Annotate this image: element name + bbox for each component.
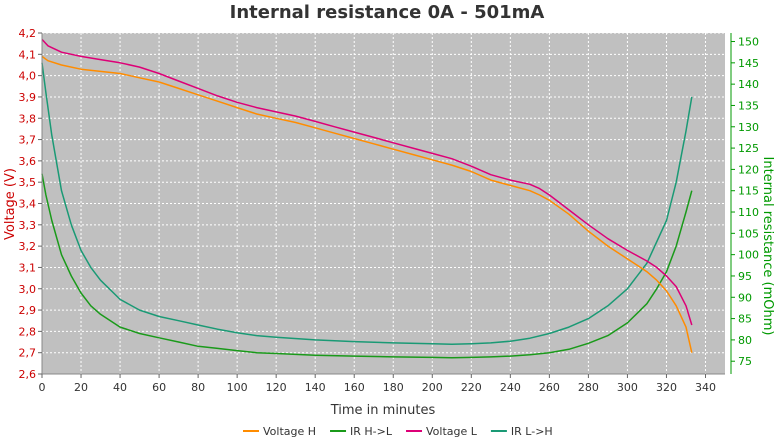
left-tick-label: 3,6 [19, 155, 37, 168]
legend: Voltage H IR H->L Voltage L IR L->H [243, 425, 553, 438]
series-layer [41, 38, 693, 359]
right-tick-label: 135 [738, 99, 759, 112]
x-tick-label: 260 [539, 381, 560, 394]
x-tick-label: 240 [500, 381, 521, 394]
left-tick-label: 2,8 [19, 325, 37, 338]
left-tick-labels: 2,6 2,7 2,8 2,9 3,0 3,1 3,2 3,3 3,4 3,5 3,6 3,7 3,8 3… [19, 27, 42, 381]
right-tick-labels: 75 80 85 90 95 100 105 110 115 120 125 130 135 140 145… [731, 36, 759, 368]
left-tick-label: 3,0 [19, 283, 37, 296]
x-tick-label: 100 [227, 381, 248, 394]
left-tick-label: 2,9 [19, 304, 37, 317]
left-tick-label: 2,6 [19, 368, 37, 381]
grid [41, 32, 725, 375]
left-tick-label: 3,7 [19, 134, 37, 147]
right-tick-label: 110 [738, 206, 759, 219]
right-tick-label: 80 [738, 334, 752, 347]
right-tick-label: 85 [738, 313, 752, 326]
legend-label-voltage-h: Voltage H [263, 425, 316, 438]
right-tick-label: 120 [738, 163, 759, 176]
right-tick-label: 95 [738, 270, 752, 283]
right-tick-label: 125 [738, 142, 759, 155]
left-axis-title: Voltage (V) [3, 168, 18, 240]
x-axis-title: Time in minutes [330, 403, 436, 418]
x-tick-label: 180 [383, 381, 404, 394]
x-tick-label: 200 [422, 381, 443, 394]
x-tick-label: 20 [74, 381, 88, 394]
right-tick-label: 150 [738, 36, 759, 49]
left-tick-label: 3,8 [19, 112, 37, 125]
series-line-voltage-h [41, 55, 693, 353]
left-tick-label: 3,1 [19, 261, 37, 274]
x-tick-label: 280 [578, 381, 599, 394]
left-tick-label: 4,2 [19, 27, 37, 40]
left-tick-label: 3,5 [19, 176, 37, 189]
x-tick-label: 120 [266, 381, 287, 394]
left-tick-label: 3,4 [19, 198, 37, 211]
chart-title: Internal resistance 0A - 501mA [230, 2, 545, 23]
x-tick-label: 80 [191, 381, 205, 394]
left-tick-label: 4,1 [19, 48, 37, 61]
right-tick-label: 90 [738, 291, 752, 304]
right-tick-label: 115 [738, 185, 759, 198]
x-tick-label: 220 [461, 381, 482, 394]
x-tick-label: 340 [695, 381, 716, 394]
right-axis-title: Internal resistance (mOhm) [760, 157, 774, 336]
x-tick-label: 300 [617, 381, 638, 394]
right-tick-label: 75 [738, 355, 752, 368]
left-tick-label: 4,0 [19, 70, 37, 83]
left-tick-label: 3,3 [19, 219, 37, 232]
legend-label-ir-h-l: IR H->L [350, 425, 393, 438]
series-line-ir-h-l [41, 173, 693, 359]
right-tick-label: 140 [738, 78, 759, 91]
right-tick-label: 100 [738, 249, 759, 262]
legend-label-ir-l-h: IR L->H [511, 425, 553, 438]
left-tick-label: 3,9 [19, 91, 37, 104]
right-tick-label: 130 [738, 121, 759, 134]
left-tick-label: 3,2 [19, 240, 37, 253]
series-line-voltage-l [41, 38, 693, 326]
x-tick-label: 60 [152, 381, 166, 394]
x-tick-label: 160 [344, 381, 365, 394]
legend-label-voltage-l: Voltage L [426, 425, 478, 438]
x-tick-label: 320 [656, 381, 677, 394]
x-tick-label: 0 [39, 381, 46, 394]
series-line-ir-l-h [41, 62, 693, 345]
right-tick-label: 145 [738, 57, 759, 70]
x-tick-labels: 0 20 40 60 80 100 120 140 160 180 200 220 240 260 280 3… [39, 374, 716, 394]
x-tick-label: 140 [305, 381, 326, 394]
left-tick-label: 2,7 [19, 347, 37, 360]
x-tick-label: 40 [113, 381, 127, 394]
right-tick-label: 105 [738, 227, 759, 240]
